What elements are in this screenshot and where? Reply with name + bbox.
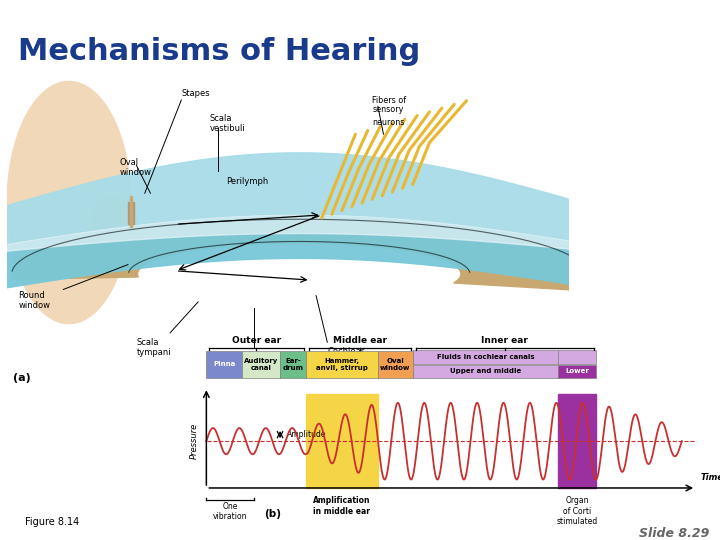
Ellipse shape [7, 82, 131, 323]
Text: Oval
window: Oval window [380, 358, 410, 371]
Text: Ear-
drum: Ear- drum [283, 358, 304, 371]
Text: Lower: Lower [565, 368, 589, 374]
Text: vestibuli: vestibuli [210, 124, 245, 133]
Text: Auditory
canal: Auditory canal [244, 358, 278, 371]
Text: window: window [19, 301, 50, 310]
Text: Oval: Oval [120, 158, 139, 167]
Text: Organ
of Corti
stimulated: Organ of Corti stimulated [557, 496, 598, 526]
Bar [306, 394, 377, 488]
Text: Figure 8.14: Figure 8.14 [25, 517, 79, 527]
Polygon shape [0, 215, 602, 252]
Text: Mechanisms of Hearing: Mechanisms of Hearing [18, 37, 420, 66]
Text: Scala: Scala [136, 338, 159, 347]
Bar [306, 351, 377, 378]
Bar [413, 365, 558, 378]
Polygon shape [0, 153, 602, 246]
Text: Round: Round [19, 291, 45, 300]
Text: Inner ear: Inner ear [481, 336, 528, 345]
Text: (a): (a) [13, 373, 30, 382]
Text: One
vibration: One vibration [213, 502, 248, 522]
Bar [280, 351, 306, 378]
Text: Fibers of: Fibers of [372, 96, 406, 105]
Text: Pinna: Pinna [213, 361, 235, 367]
Bar [558, 394, 596, 488]
Text: Amplitude: Amplitude [287, 430, 327, 439]
Text: Slide 8.29: Slide 8.29 [639, 527, 709, 540]
Text: Middle ear: Middle ear [333, 336, 387, 345]
Text: tympani: tympani [136, 348, 171, 356]
Bar [558, 365, 596, 378]
Bar [377, 351, 413, 378]
Bar [207, 351, 242, 378]
Polygon shape [130, 196, 132, 227]
Text: (b): (b) [264, 509, 282, 519]
Text: Perilymph: Perilymph [226, 177, 269, 186]
Polygon shape [128, 202, 134, 224]
Bar [242, 351, 280, 378]
Bar [413, 350, 558, 364]
Text: Basilar: Basilar [243, 353, 272, 362]
Polygon shape [0, 215, 602, 289]
Text: window: window [120, 167, 151, 177]
Text: Pressure: Pressure [190, 423, 199, 460]
Text: Scala: Scala [210, 114, 232, 123]
Text: Outer ear: Outer ear [232, 336, 281, 345]
Text: neurons: neurons [372, 118, 405, 127]
Text: Upper and middle: Upper and middle [450, 368, 521, 374]
Text: sensory: sensory [372, 105, 404, 114]
Text: Stapes: Stapes [181, 89, 210, 98]
Bar [558, 350, 596, 364]
Ellipse shape [91, 197, 136, 246]
Text: Hammer,
anvil, stirrup: Hammer, anvil, stirrup [316, 358, 368, 371]
Polygon shape [12, 219, 587, 290]
Text: Cochlear: Cochlear [328, 347, 364, 356]
Text: Time: Time [701, 474, 720, 482]
Text: Amplification
in middle ear: Amplification in middle ear [313, 496, 371, 516]
Text: Fluids in cochlear canals: Fluids in cochlear canals [437, 354, 534, 360]
Text: duct: duct [328, 357, 346, 366]
Text: membrane: membrane [243, 363, 289, 372]
